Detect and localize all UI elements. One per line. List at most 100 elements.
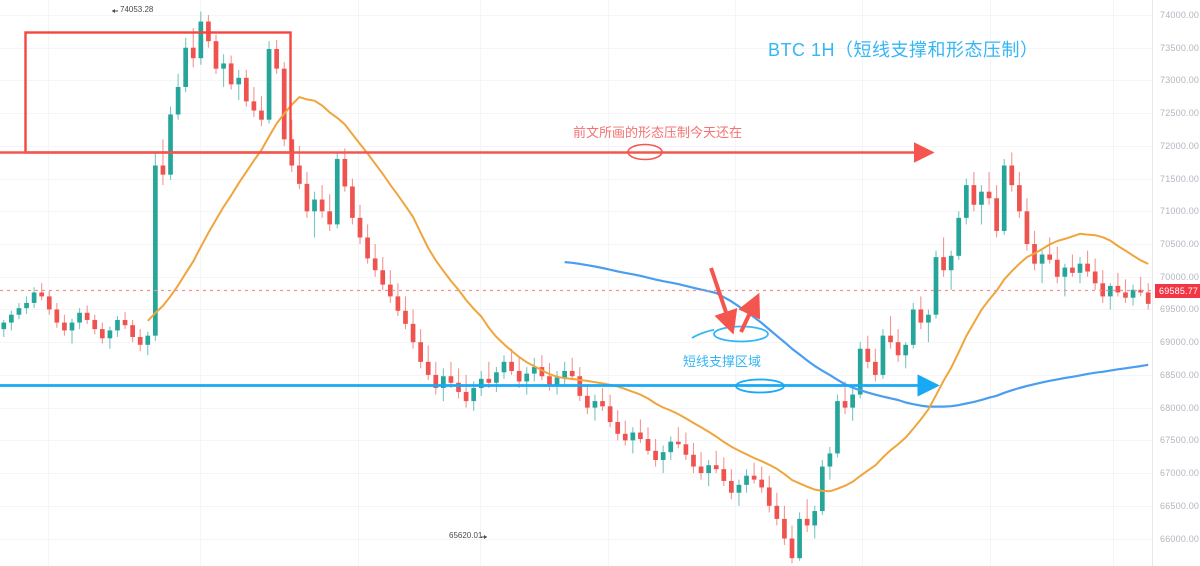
candle-body xyxy=(819,466,825,512)
candle-body xyxy=(463,391,469,402)
candle-body xyxy=(645,439,651,451)
candle-body xyxy=(403,310,408,324)
price-axis-tick: 72000.00 xyxy=(1160,140,1200,151)
candle-body xyxy=(183,47,189,87)
candle-body xyxy=(994,198,999,231)
candle-body xyxy=(160,165,166,175)
candle-body xyxy=(115,319,120,331)
candle-body xyxy=(1024,211,1030,245)
candle-body xyxy=(39,292,45,297)
candle-body xyxy=(478,378,484,389)
candle-body xyxy=(683,444,689,455)
candle-body xyxy=(69,322,75,331)
candle-body xyxy=(941,257,946,271)
candle-body xyxy=(630,432,636,441)
support-zone-pointer-curve xyxy=(691,329,715,339)
candle-body xyxy=(1062,267,1068,277)
candle-body xyxy=(1077,263,1083,273)
candle-body xyxy=(1001,165,1007,231)
current-price-tag[interactable]: 69585.77 xyxy=(1155,284,1200,298)
candle-body xyxy=(62,322,67,331)
candle-body xyxy=(759,479,765,488)
candle-body xyxy=(387,284,393,297)
candle-body xyxy=(259,110,264,120)
candle-body xyxy=(46,296,52,310)
candle-body xyxy=(1085,263,1090,272)
candle-body xyxy=(372,258,378,271)
price-axis-tick: 68000.00 xyxy=(1160,402,1200,413)
candle-body xyxy=(668,441,674,453)
candle-body xyxy=(175,86,181,115)
candle-body xyxy=(986,191,992,199)
candle-body xyxy=(569,370,575,377)
price-axis-tick: 71000.00 xyxy=(1160,206,1200,217)
candle-body xyxy=(592,401,598,408)
candle-body xyxy=(433,374,439,389)
candle-body xyxy=(607,406,613,423)
candle-body xyxy=(744,475,749,485)
candle-body xyxy=(812,511,818,526)
candle-body xyxy=(691,454,696,467)
candle-body xyxy=(153,165,158,336)
candle-body xyxy=(228,63,234,85)
candle-body xyxy=(1047,254,1053,260)
price-axis-tick: 70500.00 xyxy=(1160,239,1200,250)
candle-body xyxy=(92,319,98,330)
candle-body xyxy=(971,185,977,205)
price-axis-tick: 73500.00 xyxy=(1160,42,1200,53)
candle-body xyxy=(1138,289,1143,293)
candle-body xyxy=(1009,165,1015,186)
candle-body xyxy=(448,376,454,383)
candle-body xyxy=(804,518,810,526)
candle-body xyxy=(1054,259,1060,277)
candle-body xyxy=(956,217,962,256)
candle-body xyxy=(236,77,242,85)
candle-body xyxy=(850,394,855,408)
candle-body xyxy=(221,63,226,69)
candle-body xyxy=(797,518,802,559)
candle-body xyxy=(1107,285,1113,297)
candle-body xyxy=(531,367,537,374)
horizontal-gridlines xyxy=(0,15,1152,540)
swing-low-marker xyxy=(481,535,487,539)
price-axis-divider xyxy=(1152,0,1153,566)
candle-body xyxy=(1123,292,1128,298)
swing-high-marker xyxy=(112,9,118,13)
candle-body xyxy=(638,432,643,440)
candle-body xyxy=(297,165,302,184)
candle-body xyxy=(84,312,90,320)
price-axis-tick: 71500.00 xyxy=(1160,173,1200,184)
candle-body xyxy=(600,401,605,407)
candle-body xyxy=(456,382,461,392)
candle-body xyxy=(751,475,757,480)
candle-body xyxy=(122,319,128,326)
price-axis-tick: 70000.00 xyxy=(1160,271,1200,282)
candle-body xyxy=(99,329,105,339)
price-axis-tick: 69500.00 xyxy=(1160,304,1200,315)
candle-body xyxy=(539,367,545,377)
candle-body xyxy=(357,217,363,238)
candle-body xyxy=(418,342,423,362)
candle-body xyxy=(865,348,871,362)
candle-body xyxy=(342,158,348,187)
resistance-annotation-label: 前文所画的形态压制今天还在 xyxy=(573,125,743,140)
candle-body xyxy=(918,309,924,323)
price-axis-tick: 72500.00 xyxy=(1160,108,1200,119)
swing-high-price-label: 74053.28 xyxy=(120,5,154,14)
candle-body xyxy=(137,336,143,345)
candle-body xyxy=(54,309,60,323)
price-drop-arrow xyxy=(709,267,738,335)
candle-body xyxy=(948,255,954,271)
price-axis-tick: 67000.00 xyxy=(1160,468,1200,479)
candle-body xyxy=(766,487,772,506)
support-line-highlight-ellipse xyxy=(735,378,785,394)
price-axis-tick: 66500.00 xyxy=(1160,500,1200,511)
candle-body xyxy=(857,348,863,395)
candle-body xyxy=(304,183,310,212)
candle-body xyxy=(266,49,272,120)
price-axis-tick: 66000.00 xyxy=(1160,533,1200,544)
candle-body xyxy=(107,330,113,339)
candle-body xyxy=(827,453,833,467)
price-axis-tick: 67500.00 xyxy=(1160,435,1200,446)
support-zone-ellipse xyxy=(713,325,769,343)
